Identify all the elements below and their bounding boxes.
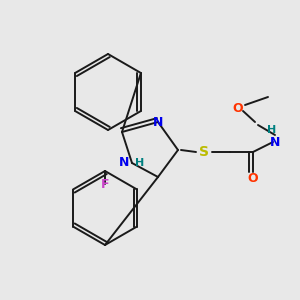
Text: O: O	[233, 101, 243, 115]
Text: O: O	[248, 172, 258, 184]
Text: N: N	[119, 157, 129, 169]
Text: H: H	[267, 125, 277, 135]
Text: H: H	[135, 158, 144, 168]
Text: S: S	[199, 145, 209, 159]
Text: F: F	[101, 178, 109, 190]
Text: N: N	[270, 136, 280, 148]
Text: N: N	[153, 116, 163, 128]
